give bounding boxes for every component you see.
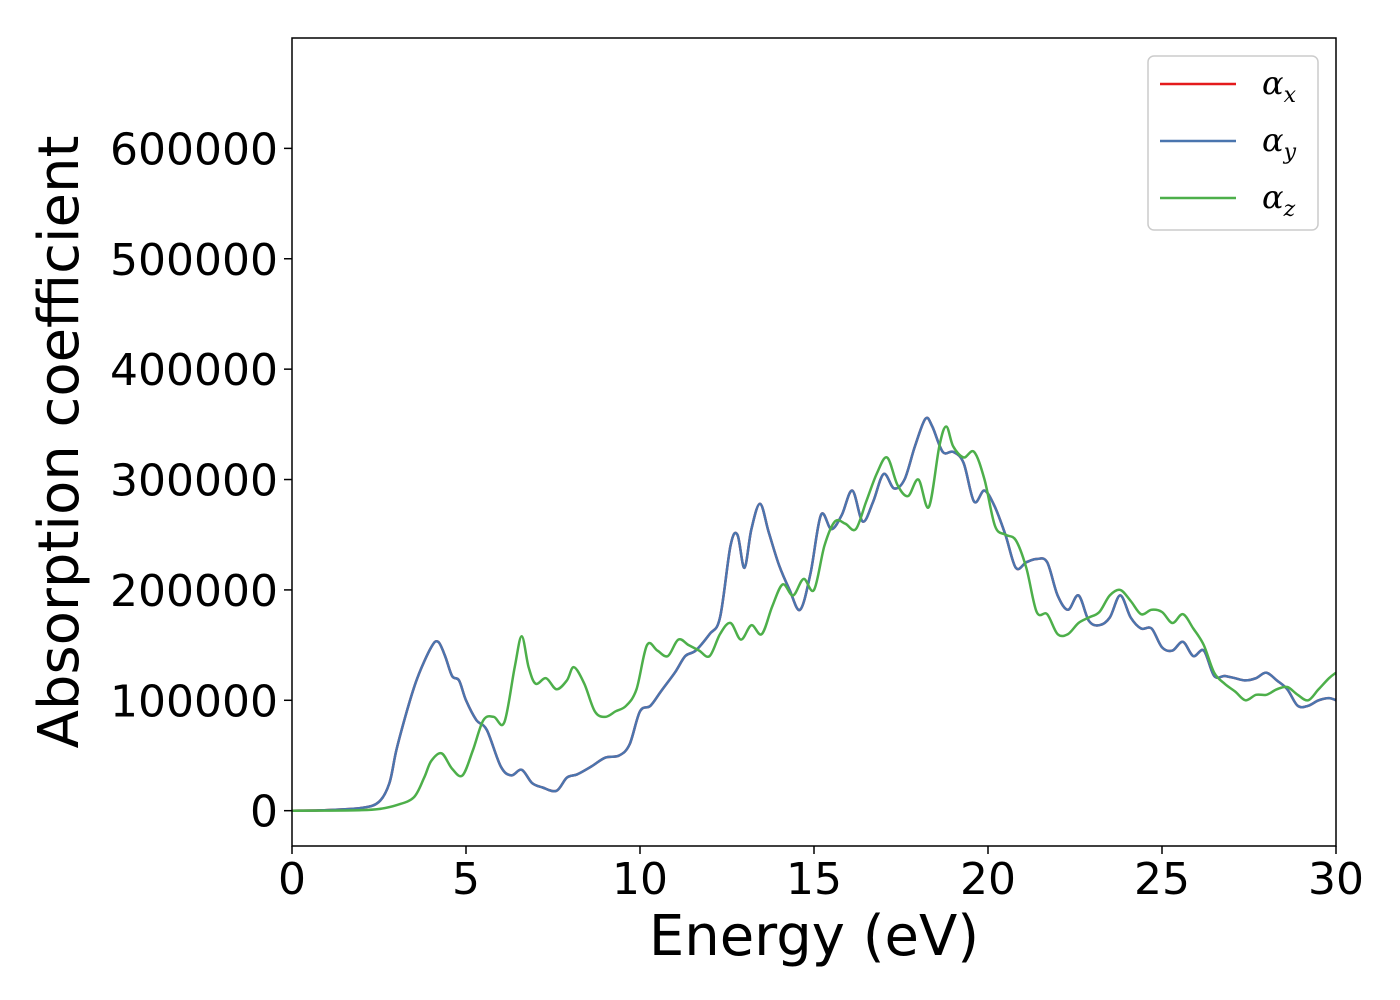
legend-box xyxy=(1147,55,1319,231)
y-axis-title: Absorption coefficient xyxy=(27,136,92,749)
legend-label-y: αy xyxy=(1262,121,1297,165)
y-tick-label: 300000 xyxy=(110,456,278,507)
x-axis-ticks: 0 5 10 15 20 25 30 xyxy=(278,846,1364,905)
legend: αx αy αz xyxy=(1147,55,1319,231)
x-tick-label: 25 xyxy=(1134,854,1190,905)
y-tick-label: 200000 xyxy=(110,566,278,617)
y-tick-label: 600000 xyxy=(110,124,278,175)
x-tick-label: 10 xyxy=(612,854,668,905)
y-tick-label: 0 xyxy=(250,787,278,838)
y-tick-label: 500000 xyxy=(110,235,278,286)
x-axis-title: Energy (eV) xyxy=(649,904,979,969)
x-tick-label: 30 xyxy=(1308,854,1364,905)
x-tick-label: 20 xyxy=(960,854,1016,905)
series-layer xyxy=(292,416,1336,812)
legend-label-z: αz xyxy=(1262,178,1296,222)
legend-label-x: αx xyxy=(1262,64,1297,108)
x-tick-label: 5 xyxy=(452,854,480,905)
series-line-z xyxy=(292,425,1336,812)
y-tick-label: 100000 xyxy=(110,676,278,727)
series-line-y xyxy=(292,416,1336,812)
y-tick-label: 400000 xyxy=(110,345,278,396)
x-tick-label: 15 xyxy=(786,854,842,905)
x-tick-label: 0 xyxy=(278,854,306,905)
y-axis-ticks: 0 100000 200000 300000 400000 500000 600000 xyxy=(110,124,292,838)
